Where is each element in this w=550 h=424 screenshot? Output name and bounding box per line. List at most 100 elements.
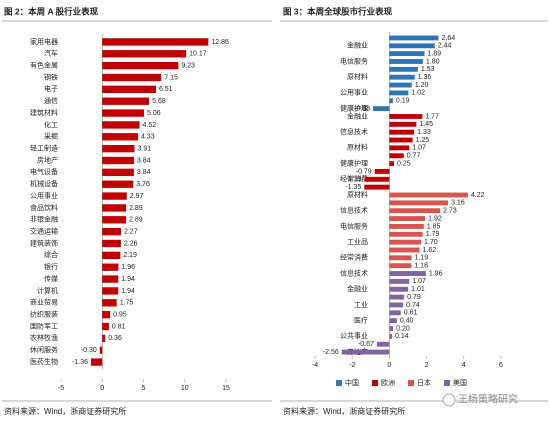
category-label: 综合 [44,250,58,259]
bar [341,349,390,355]
category-label: 公共事业 [340,331,368,340]
value-label: 1.36 [418,74,432,81]
value-label: 1.89 [428,50,442,57]
bar [389,294,405,300]
x-tick-label: 5 [142,385,146,392]
category-label: 汽车 [44,49,58,58]
bar [102,216,127,224]
value-label: 4.33 [141,134,155,141]
value-label: 1.07 [412,145,426,152]
bar [364,184,390,190]
category-label: 通信 [44,96,58,105]
category-label: 机械设备 [30,179,58,188]
bar [389,66,418,72]
value-label: 2.64 [442,35,456,42]
value-label: 1.96 [121,264,135,271]
category-label: 工业 [354,300,368,309]
value-label: 0.61 [404,310,418,317]
value-label: 0.81 [112,323,126,330]
value-label: 1.07 [412,278,426,285]
value-label: 1.94 [121,288,135,295]
legend-label: 中国 [345,378,359,387]
value-label: 12.86 [211,39,229,46]
value-label: 1.70 [424,239,438,246]
bar [389,318,397,324]
bar [389,114,423,119]
category-label: 经常消费 [340,253,368,262]
bar [389,129,415,135]
category-label: 电信服务 [340,221,368,230]
bar [389,121,417,127]
value-label: 1.96 [429,270,443,277]
category-label: 信息技术 [340,206,368,215]
bar [389,247,420,253]
value-label: 2.73 [443,208,457,215]
value-label: 5.68 [152,98,166,105]
value-label: 1.75 [120,300,134,307]
x-tick-label: 10 [181,385,189,392]
value-label: 0.20 [396,325,410,332]
category-label: 国防军工 [30,321,58,330]
value-label: 6.51 [159,86,173,93]
value-label: 0.79 [407,294,421,301]
value-label: 1.53 [421,66,435,73]
value-label: 1.18 [414,263,428,270]
category-label: 化工 [44,120,58,129]
category-label: 公用事业 [30,191,58,200]
value-label: 1.20 [415,82,429,89]
bar [389,216,426,221]
category-label: 信息技术 [340,127,368,136]
x-tick-label: -5 [58,385,64,392]
bar [102,133,138,141]
bar [91,358,103,366]
watermark: 王杨策略研究 [458,393,518,406]
bar [389,326,394,331]
bar [389,59,423,64]
bar [389,310,401,316]
value-label: 0.77 [407,153,421,160]
value-label: 0.74 [406,302,420,309]
category-label: 采掘 [44,132,58,141]
value-label: 1.94 [121,276,135,283]
category-label: 原材料 [347,72,368,81]
bar [102,109,144,117]
x-tick-label: 4 [462,362,466,369]
category-label: 信息技术 [340,268,368,277]
category-label: 农林牧渔 [30,333,58,342]
bar [389,263,412,269]
category-label: 金融业 [347,41,368,50]
legend-label: 美国 [453,378,467,387]
bar [389,286,409,292]
category-label: 金融业 [347,111,368,120]
category-label: 电信服务 [340,56,368,65]
category-label: 有色金属 [30,60,58,69]
bar [102,227,121,236]
value-label: 3.16 [451,200,465,207]
category-label: 原材料 [347,143,368,152]
category-label: 健康护理 [340,103,368,112]
bar [389,153,404,159]
bar [389,255,412,261]
value-label: 7.15 [164,74,178,81]
chart-title: 图 2：本周 A 股行业表现 [4,6,99,16]
x-tick-label: 0 [387,362,391,369]
category-label: 休闲服务 [30,345,58,354]
bar [389,98,393,104]
value-label: 1.19 [415,255,429,262]
value-label: 2.27 [124,228,138,235]
value-label: 2.89 [129,205,143,212]
bar [389,302,404,308]
value-label: 1.92 [428,215,442,222]
bar [389,208,441,214]
value-label: 2.26 [124,240,138,247]
value-label: 3.91 [138,145,152,152]
bar [389,200,449,206]
value-label: 0.25 [397,160,411,167]
value-label: 2.97 [130,193,144,200]
bar [389,74,415,80]
value-label: -2.56 [323,349,339,356]
value-label: -0.67 [358,341,374,348]
bar [389,137,413,143]
bar [373,106,390,112]
bar [102,97,150,105]
